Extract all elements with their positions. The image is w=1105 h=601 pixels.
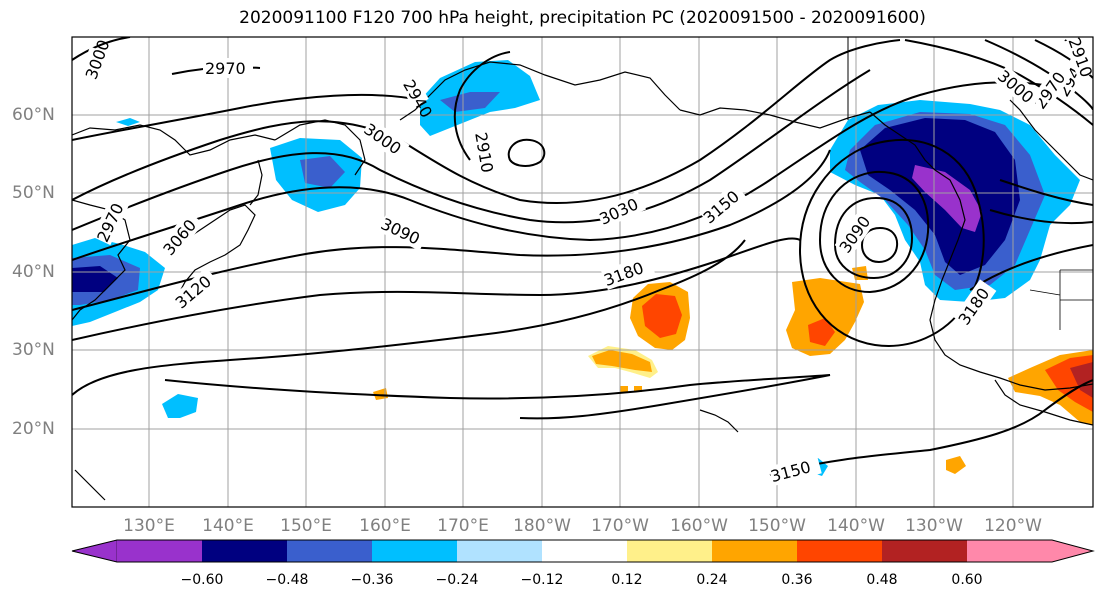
- lon-label: 120°W: [984, 516, 1042, 536]
- colorbar-segment: [117, 540, 202, 562]
- lat-label: 60°N: [12, 105, 55, 125]
- lon-label: 130°E: [123, 516, 175, 536]
- colorbar: [71, 539, 1095, 563]
- colorbar-tick-label: −0.36: [350, 572, 394, 588]
- lon-label: 150°W: [748, 516, 806, 536]
- lon-label: 140°E: [202, 516, 254, 536]
- lat-label: 30°N: [12, 340, 55, 360]
- colorbar-segment: [1052, 540, 1093, 562]
- colorbar-segment: [797, 540, 882, 562]
- colorbar-segment: [202, 540, 287, 562]
- lat-label: 20°N: [12, 419, 55, 439]
- contour-label: 3180: [601, 258, 646, 290]
- colorbar-segment: [542, 540, 627, 562]
- lon-label: 150°E: [280, 516, 332, 536]
- precip-area-west-pacific: [162, 394, 198, 418]
- height-contours: [72, 37, 1093, 476]
- lat-label: 50°N: [12, 183, 55, 203]
- colorbar-segment: [882, 540, 967, 562]
- colorbar-tick-label: 0.12: [611, 572, 643, 588]
- lon-label: 170°E: [437, 516, 489, 536]
- precip-area-east-pacific: [786, 278, 864, 356]
- map-title: 2020091100 F120 700 hPa height, precipit…: [239, 8, 926, 28]
- lon-label: 130°W: [905, 516, 963, 536]
- lon-label: 180°W: [513, 516, 571, 536]
- colorbar-segment: [457, 540, 542, 562]
- lat-label: 40°N: [12, 262, 55, 282]
- colorbar-segment: [967, 540, 1052, 562]
- contour-label: 3000: [82, 37, 114, 82]
- colorbar-tick-label: 0.24: [696, 572, 728, 588]
- lon-label: 160°W: [670, 516, 728, 536]
- map-frame: [71, 36, 1094, 508]
- lon-label: 140°W: [827, 516, 885, 536]
- coastlines: [72, 37, 1093, 501]
- colorbar-tick-label: 0.36: [781, 572, 813, 588]
- colorbar-tick-label: 0.60: [951, 572, 983, 588]
- contour-label: 3150: [769, 457, 813, 486]
- contour-label: 3030: [596, 194, 641, 228]
- colorbar-tick-label: −0.60: [180, 572, 224, 588]
- colorbar-tick-label: −0.48: [265, 572, 309, 588]
- colorbar-tick-label: −0.24: [435, 572, 479, 588]
- colorbar-segment: [287, 540, 372, 562]
- contour-label: 2910: [471, 131, 497, 174]
- colorbar-segment: [372, 540, 457, 562]
- graticule: [72, 37, 1093, 507]
- lon-label: 160°E: [359, 516, 411, 536]
- precip-shading: [72, 60, 1093, 476]
- lon-label: 170°W: [591, 516, 649, 536]
- colorbar-tick-label: −0.12: [520, 572, 564, 588]
- colorbar-tick-label: 0.48: [866, 572, 898, 588]
- contour-label: 2970: [205, 59, 246, 78]
- colorbar-segment: [627, 540, 712, 562]
- colorbar-segment: [712, 540, 797, 562]
- colorbar-segment: [71, 539, 118, 563]
